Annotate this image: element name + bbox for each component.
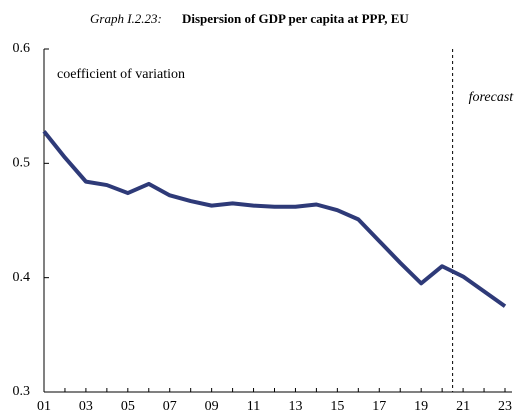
x-tick-label: 13: [288, 399, 302, 414]
y-tick-label: 0.3: [13, 384, 31, 399]
y-axis-label: coefficient of variation: [57, 67, 185, 82]
x-tick-label: 07: [163, 399, 177, 414]
x-tick-label: 03: [79, 399, 93, 414]
y-tick-label: 0.4: [13, 270, 31, 285]
x-tick-label: 15: [330, 399, 344, 414]
x-tick-label: 21: [456, 399, 470, 414]
chart-title: Dispersion of GDP per capita at PPP, EU: [182, 11, 409, 26]
x-tick-label: 19: [414, 399, 428, 414]
x-tick-label: 01: [37, 399, 51, 414]
x-tick-label: 11: [247, 399, 260, 414]
data-line: [42, 130, 507, 308]
y-tick-label: 0.6: [13, 41, 31, 56]
x-tick-label: 09: [205, 399, 219, 414]
x-tick-label: 23: [498, 399, 512, 414]
x-tick-label: 17: [372, 399, 386, 414]
y-tick-label: 0.5: [13, 156, 31, 171]
forecast-label: forecast: [469, 90, 515, 105]
title-prefix: Graph I.2.23:: [90, 11, 162, 26]
x-tick-label: 05: [121, 399, 135, 414]
